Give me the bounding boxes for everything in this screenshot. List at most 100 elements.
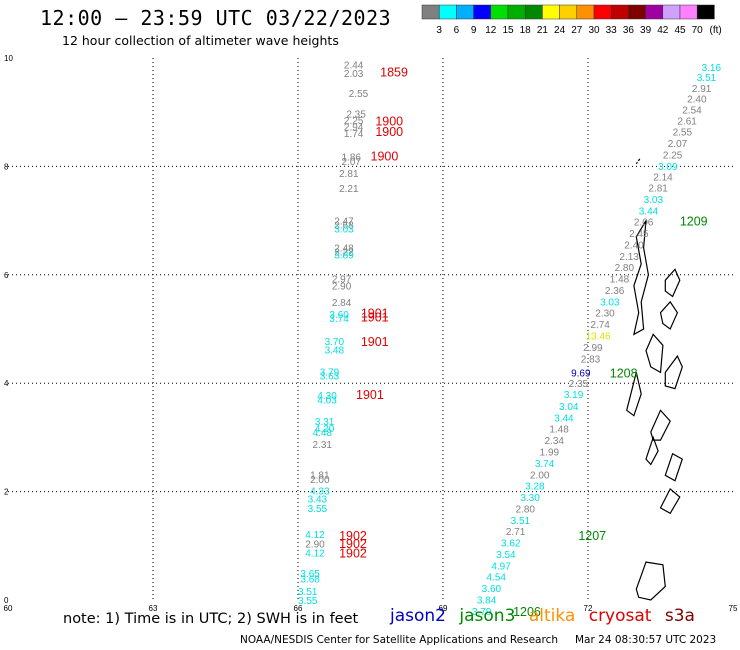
wave-height-label: 3.51 [298,587,318,598]
wave-height-label: 3.68 [300,574,320,585]
wave-height-label: 3.74 [329,314,349,325]
wave-height-label: 4.20 [315,424,335,435]
satellite-cryosat: cryosat [588,606,652,626]
atoll-coastline [664,452,684,482]
legend-tick-label: 9 [471,25,477,36]
y-tick-label: 2 [4,488,9,497]
wave-height-label: 2.54 [682,105,702,116]
wave-height-label: 3.79 [472,607,492,618]
page-title: 12:00 – 23:59 UTC 03/22/2023 [40,6,392,30]
color-legend: 3 6 9 12 15 18 21 24 27 30 33 36 39 42 45 70 (ft) [421,4,722,36]
wave-height-label: 3.03 [644,195,664,206]
wave-height-label: 3.51 [697,73,717,84]
wave-height-label: 2.74 [590,320,610,331]
wave-height-label: 2.55 [349,89,369,100]
wave-height-label: 2.80 [516,504,536,515]
atoll-coastline [645,435,659,466]
y-tick-label: 0 [4,596,9,605]
wave-height-label: 2.81 [339,169,359,180]
wave-height-label: 2.84 [332,298,352,309]
wave-height-label: 3.16 [702,63,722,74]
atoll-coastline [635,157,641,165]
wave-height-label: 2.44 [344,61,364,72]
wave-height-label: 2.48 [334,244,354,255]
wave-height-label: 2.36 [605,286,625,297]
legend-tick-label: 27 [571,25,583,36]
footer-note: note: 1) Time is in UTC; 2) SWH is in fe… [63,611,359,627]
wave-height-label: 3.09 [658,162,678,173]
satellite-altika: altika [528,606,576,626]
wave-height-label: 2.91 [692,84,712,95]
wave-height-label: 2.07 [668,139,688,150]
legend-unit: (ft) [710,25,722,36]
legend-tick-label: 24 [554,25,566,36]
y-tick-label: 6 [4,271,9,280]
wave-height-label: 1.74 [344,129,364,140]
legend-tick-label: 30 [588,25,600,36]
wave-height-label: 2.71 [506,527,526,538]
atoll-coastline [635,561,666,601]
wave-height-label: 3.89 [334,251,354,262]
atoll-coastline [645,333,664,374]
pass-time-label: 1902 [339,529,367,543]
legend-tick-label: 45 [674,25,686,36]
wave-height-label: 3.04 [559,402,579,413]
page-subtitle: 12 hour collection of altimeter wave hei… [62,33,339,48]
wave-height-label: 2.90 [305,540,325,551]
legend-tick-label: 36 [623,25,635,36]
wave-height-label: 2.06 [634,218,654,229]
wave-height-label: 1.99 [540,447,560,458]
satellite-s3a: s3a [664,606,695,626]
wave-height-label: 3.03 [600,297,620,308]
wave-height-label: 2.25 [663,150,683,161]
satellite-jason3: jason3 [459,606,516,626]
wave-height-label: 2.47 [334,217,354,228]
wave-height-label: 3.84 [477,595,497,606]
wave-height-label: 3.55 [308,504,328,515]
pass-time-label: 1901 [361,335,389,349]
wave-height-label: 3.65 [300,569,320,580]
atoll-coastline [633,220,650,336]
wave-height-label: 1.81 [310,470,330,481]
wave-height-label: 2.97 [332,275,352,286]
pass-time-label: 1207 [578,529,606,543]
wave-height-label: 2.90 [332,282,352,293]
wave-height-label: 2.35 [346,109,366,120]
wave-height-label: 2.34 [545,436,565,447]
x-tick-label: 69 [439,604,448,613]
x-tick-label: 75 [729,604,738,613]
pass-time-label: 1900 [375,125,403,139]
wave-height-label: 4.97 [491,561,511,572]
wave-height-label: 2.00 [530,470,550,481]
wave-height-label: 3.79 [320,367,340,378]
wave-height-label: 2.13 [619,252,639,263]
wave-height-label: 4.12 [305,548,325,559]
pass-time-label: 1902 [339,537,367,551]
wave-height-label: 3.60 [329,310,349,321]
legend-swatch [696,4,715,20]
wave-height-label: 2.35 [569,379,589,390]
wave-height-label: 2.00 [310,475,330,486]
wave-height-label: 2.14 [653,173,673,184]
wave-height-label: 3.28 [525,482,545,493]
pass-time-label: 1209 [680,215,708,229]
wave-height-label: 3.31 [315,417,335,428]
atoll-coastline [659,300,679,330]
wave-height-label: 2.31 [313,440,333,451]
timestamp: Mar 24 08:30:57 UTC 2023 [575,634,717,646]
wave-height-label: 3.30 [520,493,540,504]
wave-height-label: 4.03 [317,395,337,406]
y-tick-label: 10 [4,54,13,63]
atoll-coastline [664,354,683,390]
wave-height-label: 13.46 [586,332,611,343]
legend-tick-label: 6 [454,25,460,36]
wave-height-label: 2.21 [339,184,359,195]
wave-height-label: 3.70 [325,337,345,348]
wave-height-label: 3.74 [535,459,555,470]
wave-height-label: 4.33 [310,487,330,498]
wave-height-label: 4.12 [305,530,325,541]
wave-height-label: 2.30 [595,309,615,320]
wave-height-label: 2.45 [629,229,649,240]
legend-tick-label: 3 [436,25,442,36]
